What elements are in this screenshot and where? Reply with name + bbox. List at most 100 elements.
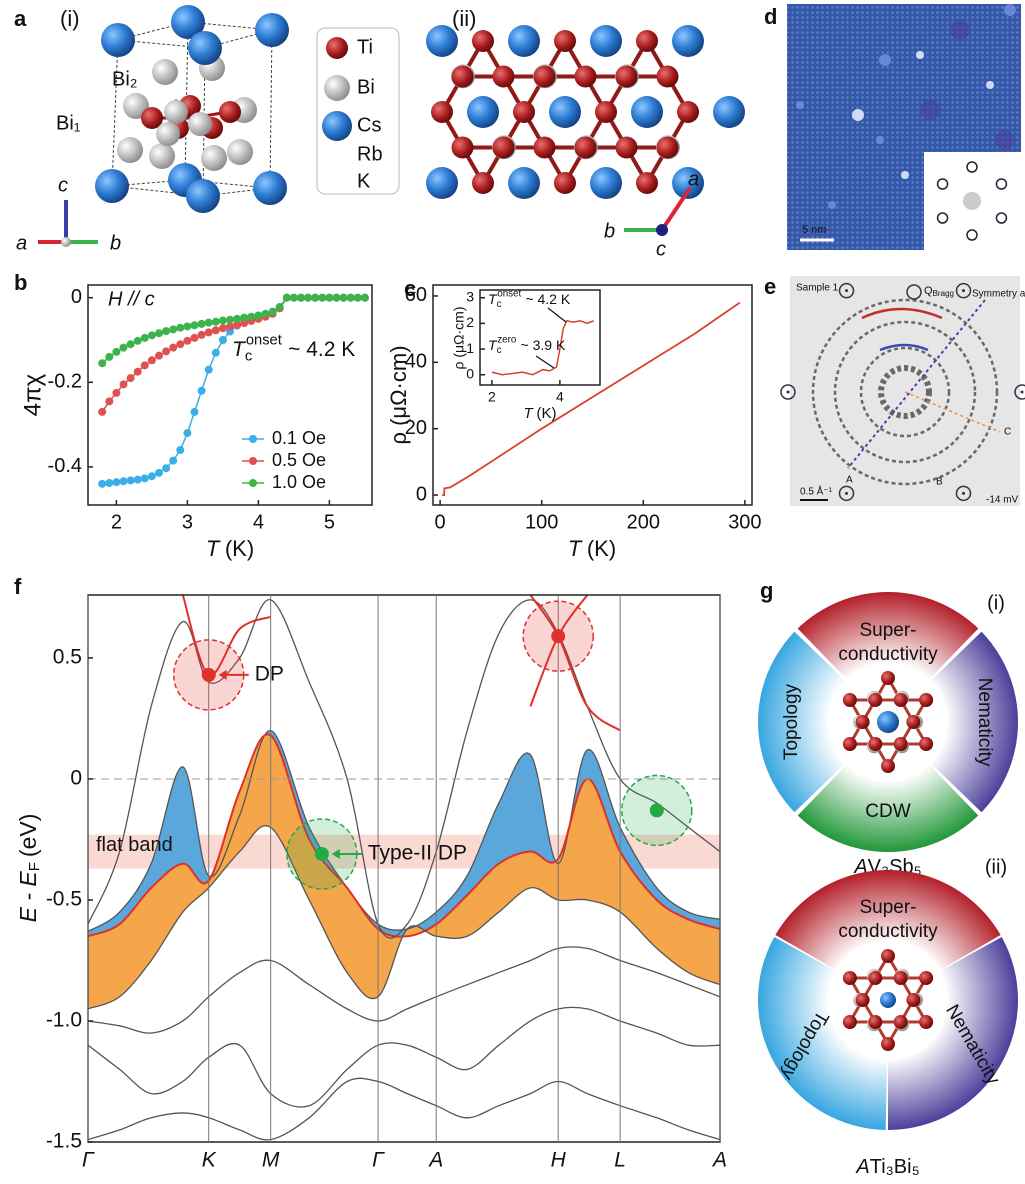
annotation: ~ 3.9 K xyxy=(521,337,566,353)
atom xyxy=(590,167,622,200)
bragg-peak xyxy=(995,178,1008,190)
data-point xyxy=(233,320,242,329)
marker-label: DP xyxy=(255,662,284,685)
defect xyxy=(916,51,924,59)
formula: Ti₃Bi₅ xyxy=(870,1156,920,1178)
atom xyxy=(426,24,458,57)
plot-frame xyxy=(87,284,373,506)
annotation: zero xyxy=(497,334,517,345)
x-axis-label: T xyxy=(524,405,535,422)
bands xyxy=(88,595,720,1141)
kagome-bond xyxy=(847,698,929,770)
data-point xyxy=(126,476,135,485)
atom xyxy=(156,122,180,146)
ring-tag: (ii) xyxy=(985,856,1007,878)
data-point xyxy=(261,309,270,318)
atom xyxy=(186,179,220,213)
annotation: T xyxy=(232,338,247,361)
data-point xyxy=(147,472,156,481)
arrow-head xyxy=(218,669,227,680)
bragg-dot xyxy=(786,390,790,394)
sector-label: conductivity xyxy=(838,921,938,942)
bragg-peak xyxy=(1014,384,1025,400)
data-point xyxy=(190,407,199,416)
arrow-head xyxy=(331,848,340,859)
panel-label: b xyxy=(14,270,27,295)
x-axis-label: (K) xyxy=(536,405,556,422)
fft-center xyxy=(963,192,981,210)
atom xyxy=(893,971,908,985)
band-line xyxy=(529,595,621,732)
x-axis-label: T xyxy=(568,536,583,561)
atom xyxy=(492,136,515,159)
data-point xyxy=(119,380,128,389)
atom xyxy=(554,29,576,52)
atom xyxy=(713,96,745,128)
band-line xyxy=(88,733,720,938)
atom xyxy=(893,1015,908,1029)
x-tick-label: 3 xyxy=(182,511,193,533)
image-text: 0.5 Å⁻¹ xyxy=(800,485,833,498)
sector-label: Super- xyxy=(859,897,916,918)
data-point xyxy=(140,361,149,370)
legend-label: 0.1 Oe xyxy=(272,428,326,448)
data-point xyxy=(339,293,348,302)
data-point xyxy=(147,331,156,340)
qpi-image xyxy=(790,276,1020,506)
data-point xyxy=(162,327,171,336)
atom xyxy=(451,65,474,88)
data-point xyxy=(190,333,199,342)
data-point xyxy=(155,468,163,477)
bragg-dot xyxy=(1020,390,1024,394)
band-label: flat band xyxy=(96,834,173,856)
atom xyxy=(877,711,899,733)
atom xyxy=(152,59,178,85)
data-point xyxy=(98,407,107,416)
annotation: ~ 4.2 K xyxy=(288,338,355,361)
atom xyxy=(636,172,658,195)
dirac-point xyxy=(314,846,329,861)
x-tick-label: H xyxy=(551,1148,567,1171)
ring-sector xyxy=(888,936,1018,1130)
image-text: Sample 1 xyxy=(796,283,839,294)
x-tick-label: M xyxy=(262,1148,280,1171)
annotation: ~ 4.2 K xyxy=(525,291,570,307)
legend-label: 1.0 Oe xyxy=(272,472,326,492)
data-point xyxy=(204,365,213,374)
bragg-peak xyxy=(838,282,855,299)
atom xyxy=(880,992,896,1008)
atom xyxy=(472,172,494,195)
data-point xyxy=(169,343,178,352)
plot-frame xyxy=(479,289,601,386)
atom xyxy=(101,23,135,57)
x-tick-label: 2 xyxy=(488,388,496,404)
defect xyxy=(1004,4,1016,16)
y-axis-label: E - EF (eV) xyxy=(15,814,43,923)
band-line xyxy=(181,595,272,677)
atom xyxy=(881,759,895,773)
annotation: Tconset ~ 4.2 K xyxy=(488,288,571,310)
data-point xyxy=(133,367,142,376)
image-text: C xyxy=(1004,427,1011,438)
data-point xyxy=(233,314,242,323)
defect xyxy=(901,171,909,179)
annotation-arrow xyxy=(535,355,555,369)
formula: ATi₃Bi₅ xyxy=(855,1156,919,1178)
data-point xyxy=(275,303,284,311)
sector-label: CDW xyxy=(865,801,910,822)
x-tick-label: Γ xyxy=(82,1148,95,1171)
y-tick-label: 40 xyxy=(405,351,427,373)
data-point xyxy=(183,322,192,331)
defect xyxy=(879,54,891,66)
y-tick-label: 0.5 xyxy=(53,645,82,668)
atom xyxy=(855,993,870,1007)
x-tick-label: 100 xyxy=(525,511,558,533)
sector-label: Super- xyxy=(859,620,916,641)
atom xyxy=(451,136,474,159)
atom xyxy=(141,107,163,129)
band-line xyxy=(88,599,720,939)
data-point xyxy=(282,293,291,302)
atom xyxy=(95,169,129,203)
x-tick-label: 200 xyxy=(627,511,660,533)
axis-name: c xyxy=(58,174,68,196)
